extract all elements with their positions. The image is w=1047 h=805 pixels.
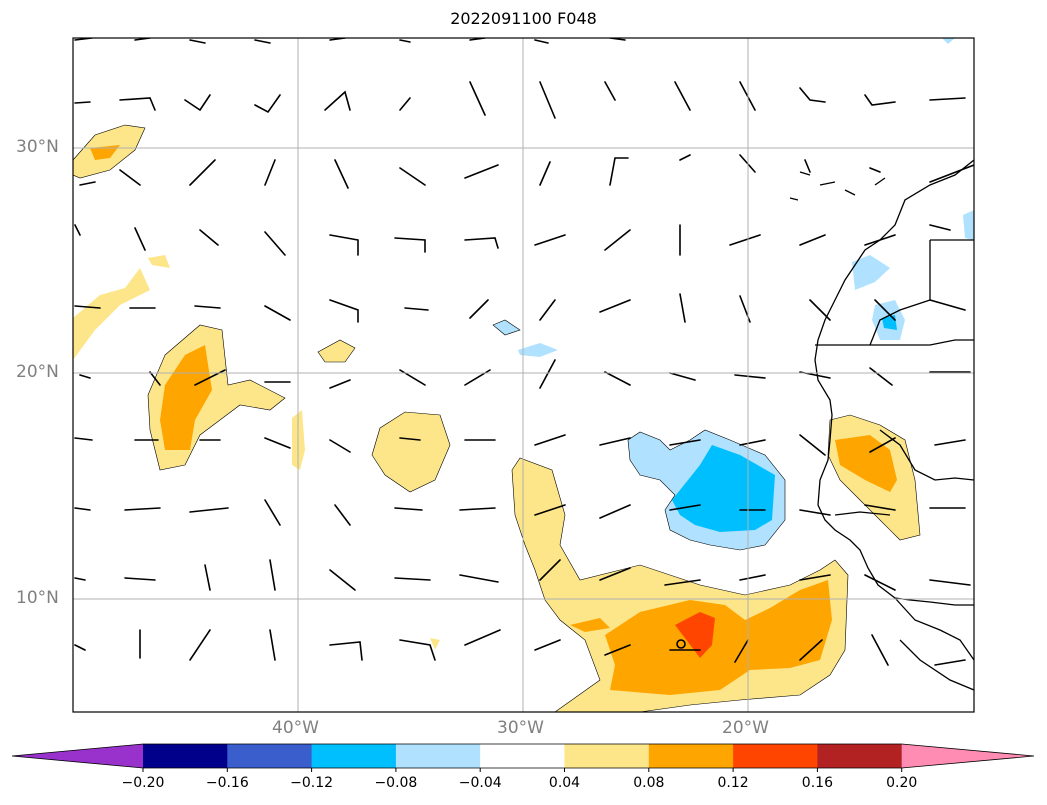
anomaly-patch-coast-east-core [835,435,897,492]
lon-label-30w: 30°W [497,718,544,738]
gridlines [73,38,974,712]
anomaly-patch-5 [430,638,440,650]
lon-label-20w: 20°W [722,718,769,738]
anomaly-patch-south-core-2 [570,618,610,632]
anomaly-patch-4 [371,411,451,493]
anomaly-patch-nw-core [90,145,120,160]
colorbar-segment [817,744,903,768]
country-border-5 [834,511,891,516]
colorbar-tick-label: 0.20 [886,775,918,791]
wind-barbs [74,38,974,666]
country-border-1 [815,339,974,346]
neg-patch-4 [852,255,890,290]
anomaly-patch-south-peak [675,612,715,658]
lat-label-20n: 20°N [16,362,59,382]
map-title: 2022091100 F048 [450,9,597,28]
country-border-6 [894,597,974,661]
negative-anomaly-regions [492,38,974,551]
colorbar-extend-max [901,744,1034,768]
lon-label-40w: 40°W [272,718,319,738]
colorbar-segment [311,744,397,768]
colorbar-segment [227,744,313,768]
plot-frame [72,37,975,713]
low-center-marker [676,639,686,649]
canary-islands [789,171,886,201]
colorbar-segment [395,744,481,768]
anomaly-patch-1-core [160,345,212,450]
anomaly-patch-west-small [148,255,170,268]
colorbar-tick-label: −0.20 [121,775,165,791]
anomaly-patch-west [73,268,150,360]
lat-label-10n: 10°N [16,588,59,608]
neg-patch-1 [492,319,521,336]
neg-patch-7 [942,38,955,44]
colorbar-tick-label: 0.16 [801,775,833,791]
colorbar-tick-label: 0.12 [717,775,749,791]
country-border-2 [869,240,931,346]
colorbar-tick-label: 0.08 [633,775,665,791]
colorbar-tick-label: −0.12 [290,775,334,791]
neg-patch-6 [963,210,974,240]
colorbar [11,743,1035,772]
lat-label-30n: 30°N [16,137,59,157]
coastline [789,159,974,691]
neg-patch-2 [518,343,558,357]
country-border-4 [879,429,974,481]
colorbar-tick-label: 0.04 [548,775,581,791]
africa-coastline [814,159,974,606]
anomaly-patch-south-core [605,580,832,695]
colorbar-tick-label: −0.04 [458,775,502,791]
colorbar-extend-min [12,744,143,768]
colorbar-tick-label: −0.08 [374,775,418,791]
colorbar-tick-label: −0.16 [205,775,249,791]
colorbar-segment [733,744,818,768]
colorbar-segment [564,744,650,768]
country-border-7 [899,639,974,691]
anomaly-patch-3 [317,339,356,363]
colorbar-segment [480,744,565,768]
colorbar-segment [143,744,228,768]
positive-anomaly-regions [73,124,921,712]
colorbar-segment [648,744,734,768]
